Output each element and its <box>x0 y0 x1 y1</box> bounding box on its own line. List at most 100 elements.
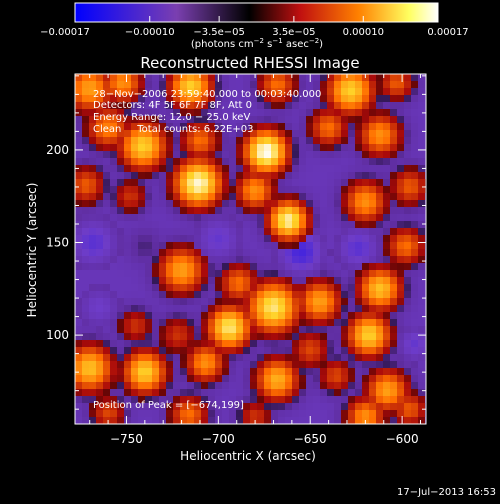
heatmap-cell <box>201 81 209 89</box>
heatmap-cell <box>117 347 125 355</box>
heatmap-cell <box>138 249 146 257</box>
heatmap-cell <box>348 396 356 404</box>
heatmap-cell <box>89 389 97 397</box>
heatmap-cell <box>82 284 90 292</box>
heatmap-cell <box>131 81 139 89</box>
heatmap-cell <box>145 249 153 257</box>
heatmap-cell <box>138 319 146 327</box>
heatmap-cell <box>397 214 405 222</box>
heatmap-cell <box>404 165 412 173</box>
heatmap-cell <box>250 410 258 418</box>
heatmap-cell <box>320 305 328 313</box>
heatmap-cell <box>229 263 237 271</box>
heatmap-cell <box>355 256 363 264</box>
heatmap-cell <box>194 74 202 82</box>
heatmap-cell <box>383 207 391 215</box>
heatmap-cell <box>110 403 118 411</box>
heatmap-cell <box>138 277 146 285</box>
heatmap-cell <box>236 109 244 117</box>
heatmap-cell <box>138 326 146 334</box>
heatmap-cell <box>306 340 314 348</box>
heatmap-cell <box>299 396 307 404</box>
heatmap-cell <box>173 256 181 264</box>
heatmap-cell <box>194 284 202 292</box>
heatmap-cell <box>236 179 244 187</box>
heatmap-cell <box>236 221 244 229</box>
heatmap-cell <box>229 242 237 250</box>
peak-position-text: Position of Peak = [−674,199] <box>93 400 244 411</box>
heatmap-cell <box>229 179 237 187</box>
heatmap-cell <box>355 200 363 208</box>
heatmap-cell <box>159 389 167 397</box>
heatmap-cell <box>117 410 125 418</box>
heatmap-cell <box>264 88 272 96</box>
heatmap-cell <box>341 410 349 418</box>
heatmap-cell <box>404 214 412 222</box>
heatmap-cell <box>243 270 251 278</box>
heatmap-cell <box>306 410 314 418</box>
heatmap-cell <box>299 263 307 271</box>
heatmap-cell <box>327 368 335 376</box>
heatmap-cell <box>341 347 349 355</box>
heatmap-cell <box>173 305 181 313</box>
heatmap-cell <box>369 137 377 145</box>
heatmap-cell <box>243 235 251 243</box>
heatmap-cell <box>201 158 209 166</box>
heatmap-cell <box>187 375 195 383</box>
heatmap-cell <box>103 242 111 250</box>
heatmap-cell <box>89 305 97 313</box>
heatmap-cell <box>271 333 279 341</box>
heatmap-cell <box>341 333 349 341</box>
heatmap-cell <box>271 361 279 369</box>
heatmap-cell <box>355 291 363 299</box>
heatmap-cell <box>89 214 97 222</box>
heatmap-cell <box>215 137 223 145</box>
heatmap-cell <box>173 102 181 110</box>
heatmap-cell <box>348 263 356 271</box>
heatmap-cell <box>138 214 146 222</box>
heatmap-cell <box>257 81 265 89</box>
heatmap-cell <box>418 333 426 341</box>
heatmap-cell <box>313 214 321 222</box>
heatmap-cell <box>124 235 132 243</box>
heatmap-cell <box>131 193 139 201</box>
heatmap-cell <box>257 200 265 208</box>
heatmap-cell <box>341 403 349 411</box>
heatmap-cell <box>159 193 167 201</box>
heatmap-cell <box>166 389 174 397</box>
heatmap-cell <box>285 389 293 397</box>
heatmap-cell <box>320 193 328 201</box>
heatmap-cell <box>341 263 349 271</box>
heatmap-cell <box>229 74 237 82</box>
heatmap-cell <box>152 319 160 327</box>
heatmap-cell <box>271 81 279 89</box>
heatmap-cell <box>418 109 426 117</box>
heatmap-cell <box>131 312 139 320</box>
heatmap-cell <box>285 333 293 341</box>
chart-title: Reconstructed RHESSI Image <box>140 54 359 72</box>
heatmap-cell <box>411 340 419 348</box>
heatmap-cell <box>173 298 181 306</box>
heatmap-cell <box>194 116 202 124</box>
heatmap-cell <box>173 375 181 383</box>
heatmap-cell <box>397 284 405 292</box>
heatmap-cell <box>75 333 83 341</box>
heatmap-cell <box>166 340 174 348</box>
heatmap-cell <box>397 361 405 369</box>
heatmap-cell <box>369 354 377 362</box>
heatmap-cell <box>348 389 356 397</box>
heatmap-cell <box>320 123 328 131</box>
heatmap-cell <box>117 81 125 89</box>
heatmap-cell <box>411 186 419 194</box>
heatmap-cell <box>348 172 356 180</box>
heatmap-cell <box>411 319 419 327</box>
heatmap-cell <box>383 228 391 236</box>
heatmap-cell <box>264 382 272 390</box>
heatmap-cell <box>348 382 356 390</box>
heatmap-cell <box>313 305 321 313</box>
heatmap-cell <box>194 172 202 180</box>
heatmap-cell <box>96 340 104 348</box>
heatmap-cell <box>383 193 391 201</box>
heatmap-cell <box>222 186 230 194</box>
heatmap-cell <box>383 368 391 376</box>
